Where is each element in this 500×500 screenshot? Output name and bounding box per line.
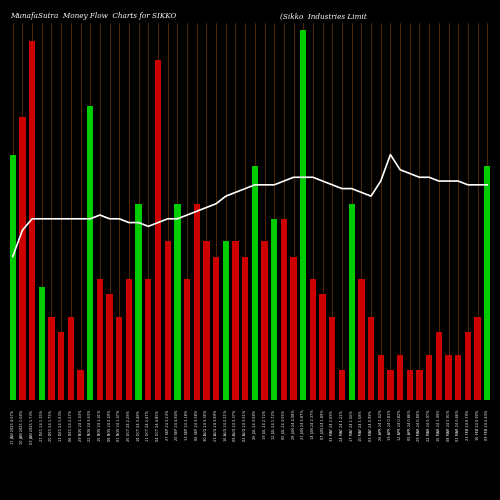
Bar [232, 242, 238, 400]
Bar [174, 204, 180, 400]
Bar [280, 219, 287, 400]
Bar [106, 294, 112, 400]
Bar [397, 354, 403, 400]
Bar [416, 370, 422, 400]
Bar [78, 370, 84, 400]
Bar [38, 287, 45, 400]
Bar [358, 279, 364, 400]
Bar [58, 332, 64, 400]
Bar [290, 256, 296, 400]
Bar [300, 30, 306, 400]
Bar [406, 370, 413, 400]
Text: (Sikko  Industries Limit: (Sikko Industries Limit [280, 12, 367, 20]
Bar [455, 354, 462, 400]
Bar [446, 354, 452, 400]
Bar [320, 294, 326, 400]
Bar [136, 204, 142, 400]
Bar [474, 317, 480, 400]
Bar [204, 242, 210, 400]
Bar [10, 154, 16, 400]
Bar [194, 204, 200, 400]
Bar [145, 279, 152, 400]
Bar [339, 370, 345, 400]
Bar [262, 242, 268, 400]
Bar [310, 279, 316, 400]
Bar [464, 332, 471, 400]
Bar [252, 166, 258, 400]
Bar [222, 242, 229, 400]
Bar [348, 204, 355, 400]
Bar [126, 279, 132, 400]
Bar [378, 354, 384, 400]
Bar [436, 332, 442, 400]
Bar [388, 370, 394, 400]
Bar [155, 60, 161, 400]
Bar [329, 317, 336, 400]
Bar [97, 279, 103, 400]
Bar [29, 42, 35, 400]
Bar [68, 317, 74, 400]
Bar [87, 106, 94, 400]
Bar [426, 354, 432, 400]
Bar [368, 317, 374, 400]
Bar [164, 242, 171, 400]
Bar [184, 279, 190, 400]
Bar [271, 219, 278, 400]
Bar [20, 117, 26, 400]
Bar [213, 256, 220, 400]
Bar [48, 317, 54, 400]
Bar [242, 256, 248, 400]
Text: MunafaSutra  Money Flow  Charts for SIKKO: MunafaSutra Money Flow Charts for SIKKO [10, 12, 176, 20]
Bar [484, 166, 490, 400]
Bar [116, 317, 122, 400]
